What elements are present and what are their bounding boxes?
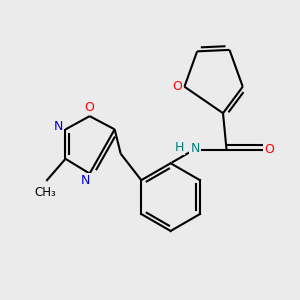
Text: N: N [190, 142, 200, 155]
Text: N: N [80, 174, 90, 188]
Text: H: H [175, 141, 184, 154]
Text: O: O [172, 80, 182, 93]
Text: O: O [264, 143, 274, 157]
Text: O: O [85, 101, 94, 114]
Text: N: N [53, 120, 63, 133]
Text: CH₃: CH₃ [34, 186, 56, 199]
